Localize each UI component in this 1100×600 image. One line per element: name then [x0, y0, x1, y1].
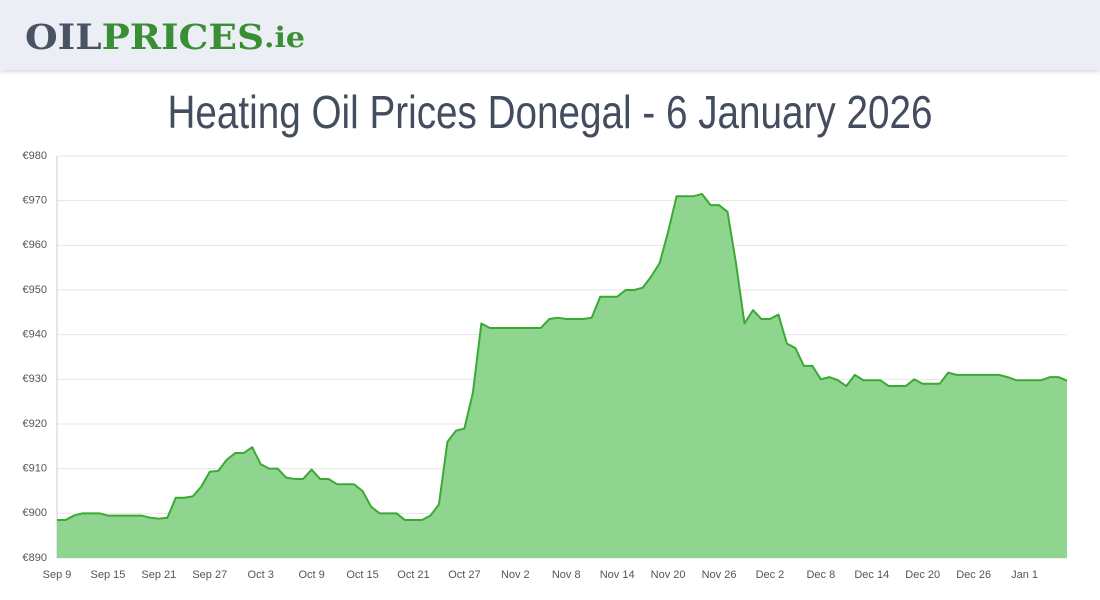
y-tick-label: €980 — [23, 150, 47, 162]
x-tick-label: Dec 26 — [956, 569, 991, 581]
header-bar — [0, 0, 1100, 70]
x-tick-label: Jan 1 — [1011, 569, 1038, 581]
x-tick-label: Sep 27 — [192, 569, 227, 581]
y-tick-label: €970 — [23, 195, 47, 207]
y-tick-label: €900 — [23, 507, 47, 519]
logo-ie: .ie — [264, 21, 305, 54]
x-tick-label: Oct 21 — [397, 569, 429, 581]
y-tick-label: €940 — [23, 329, 47, 341]
area — [57, 193, 1067, 558]
y-tick-label: €930 — [23, 373, 47, 385]
x-tick-label: Sep 21 — [141, 569, 176, 581]
x-tick-label: Sep 9 — [43, 569, 72, 581]
x-tick-label: Dec 14 — [854, 569, 889, 581]
x-tick-label: Sep 15 — [90, 569, 125, 581]
x-tick-label: Oct 9 — [298, 569, 324, 581]
line — [57, 192, 1068, 522]
x-tick-label: Dec 8 — [806, 569, 835, 581]
x-tick-label: Dec 20 — [905, 569, 940, 581]
x-tick-label: Oct 15 — [346, 569, 378, 581]
chart-title: Heating Oil Prices Donegal - 6 January 2… — [168, 86, 933, 138]
logo-prices: PRICES — [102, 17, 264, 58]
x-tick-label: Oct 27 — [448, 569, 480, 581]
y-tick-label: €910 — [23, 463, 47, 475]
y-tick-label: €890 — [23, 552, 47, 564]
x-tick-label: Nov 20 — [651, 569, 686, 581]
chart: €890 €900 €910 €920 €930 €940 €950 €960 €970 €980… — [23, 150, 1068, 581]
logo[interactable]: OIL PRICES .ie — [25, 17, 305, 58]
x-tick-label: Nov 14 — [600, 569, 635, 581]
y-tick-label: €960 — [23, 239, 47, 251]
x-tick-label: Nov 2 — [501, 569, 530, 581]
y-tick-label: €950 — [23, 284, 47, 296]
x-tick-label: Nov 8 — [552, 569, 581, 581]
y-tick-label: €920 — [23, 418, 47, 430]
logo-oil: OIL — [25, 17, 102, 58]
x-tick-label: Oct 3 — [248, 569, 274, 581]
x-tick-label: Dec 2 — [756, 569, 785, 581]
x-tick-label: Nov 26 — [702, 569, 737, 581]
